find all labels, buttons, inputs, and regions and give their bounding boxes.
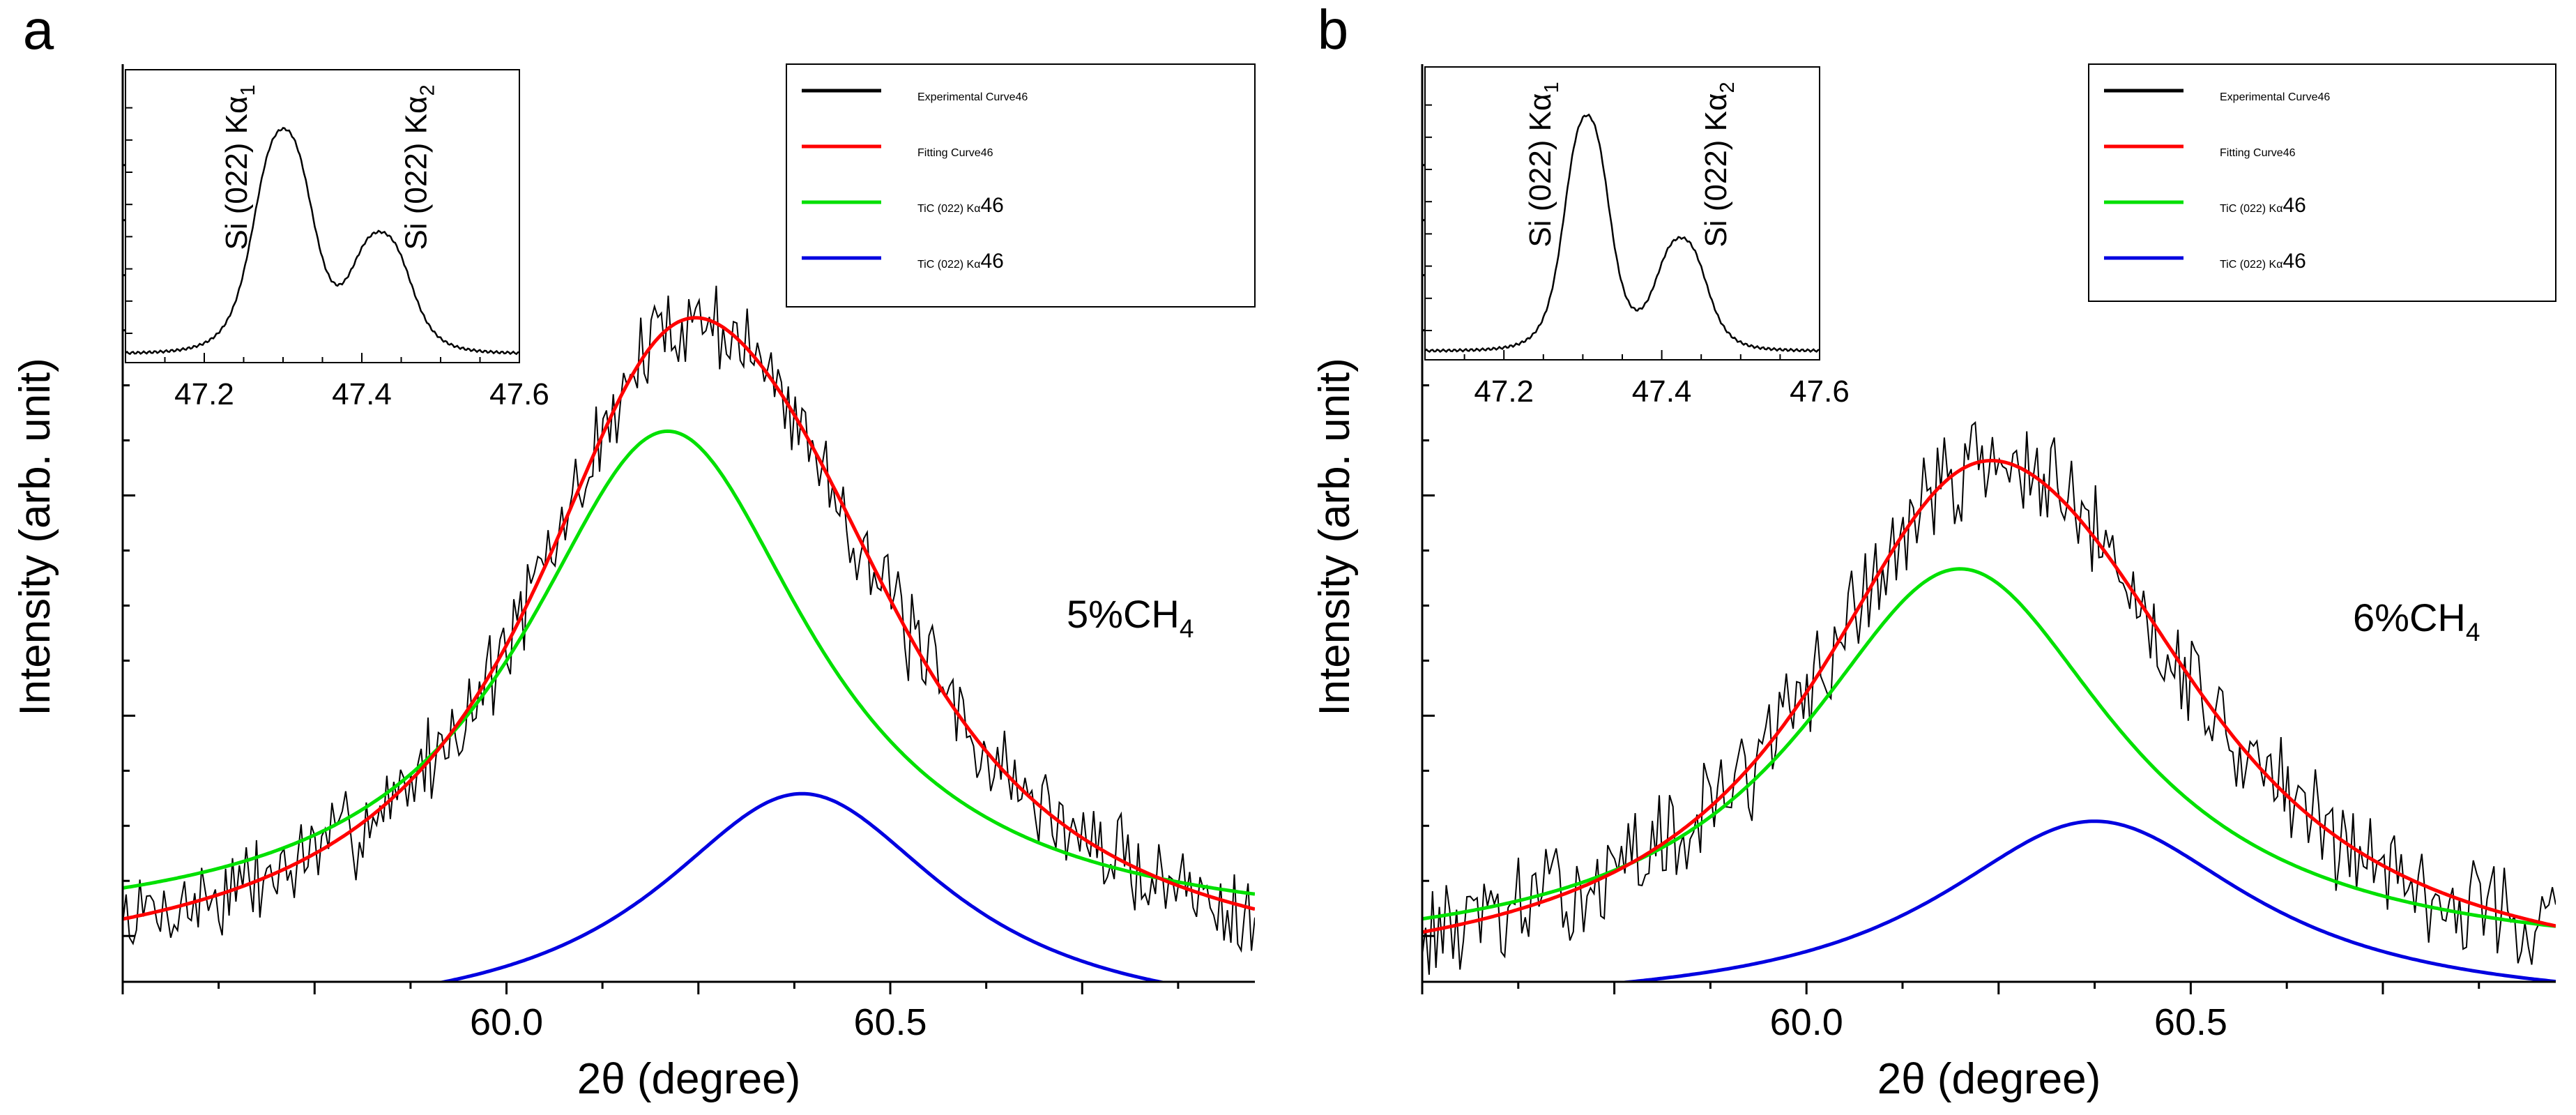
text: Fitting Curve46 — [2220, 147, 2296, 159]
x-tick-label: 60.5 — [2154, 1001, 2227, 1043]
x-tick-label: 60.0 — [470, 1001, 543, 1043]
inset-peak-label-subscript: 1 — [1541, 82, 1563, 93]
inset-peak-label-text: Si (022) Kα — [399, 96, 433, 250]
concentration-label-text: 6%CH — [2353, 596, 2466, 639]
inset-x-tick-label: 47.6 — [489, 377, 549, 411]
undefined-subscript: 46 — [2282, 250, 2306, 273]
inset-peak-label: Si (022) Kα2 — [399, 84, 439, 250]
undefined-subscript: 46 — [981, 147, 993, 159]
undefined-subscript: 46 — [2282, 194, 2306, 217]
experimental-curve — [1422, 420, 2556, 975]
concentration-label: 5%CH4 — [1067, 592, 1194, 643]
undefined-text: Fitting Curve — [917, 147, 981, 159]
undefined-subscript: 46 — [1016, 91, 1028, 103]
panel-label: a — [23, 0, 54, 61]
inset-peak-label: Si (022) Kα1 — [220, 84, 259, 250]
inset-x-tick-label: 47.4 — [332, 377, 392, 411]
x-axis-title: 2θ (degree) — [1877, 1055, 2101, 1103]
x-tick-label: 60.5 — [853, 1001, 927, 1043]
chart-panel-a: a 60.0 60.5 2θ (degree) Intensity (arb. unit… — [11, 0, 1256, 1103]
concentration-label-text: 5%CH — [1067, 592, 1180, 636]
fitting-curve — [123, 316, 1255, 921]
text: TiC (022) Kα46 — [917, 250, 1004, 273]
undefined-text: TiC (022) Kα — [917, 203, 980, 215]
undefined-subscript: 46 — [2318, 91, 2331, 103]
text: Experimental Curve46 — [2220, 91, 2330, 103]
undefined-text: TiC (022) Kα — [917, 259, 980, 271]
y-axis-title: Intensity (arb. unit) — [11, 358, 59, 715]
undefined-subscript: 46 — [2283, 147, 2296, 159]
chart-panel-b: b 60.0 60.5 2θ (degree) Intensity (arb. unit… — [1311, 0, 2556, 1103]
text: TiC (022) Kα46 — [2220, 250, 2306, 273]
inset-frame — [1424, 66, 1820, 361]
concentration-label: 6%CH4 — [2353, 596, 2480, 646]
inset-peak-label-subscript: 2 — [416, 84, 439, 96]
x-axis-title: 2θ (degree) — [577, 1055, 801, 1103]
inset-peak-label-text: Si (022) Kα — [1523, 93, 1557, 248]
inset-peak-label-text: Si (022) Kα — [220, 96, 254, 250]
inset-curve — [1424, 113, 1820, 354]
inset-x-tick-label: 47.6 — [1790, 374, 1850, 409]
inset-peak-label: Si (022) Kα1 — [1523, 82, 1563, 247]
undefined-text: Experimental Curve — [917, 91, 1016, 103]
undefined-text: Experimental Curve — [2220, 91, 2318, 103]
inset-peak-label-subscript: 1 — [237, 84, 259, 96]
inset-x-tick-label: 47.2 — [174, 377, 234, 411]
inset-peak-label-subscript: 2 — [1716, 82, 1739, 93]
inset-x-tick-label: 47.4 — [1632, 374, 1692, 409]
experimental-curve — [123, 285, 1255, 953]
inset-frame — [125, 69, 520, 363]
text: TiC (022) Kα46 — [2220, 194, 2306, 217]
undefined-subscript: 46 — [980, 194, 1003, 217]
fitting-curve — [1422, 458, 2556, 934]
kalpha2-curve — [435, 791, 1168, 982]
concentration-label-subscript: 4 — [1180, 614, 1194, 643]
inset-curve — [125, 126, 520, 356]
text: TiC (022) Kα46 — [917, 194, 1004, 217]
kalpha1-curve — [123, 429, 1255, 896]
legend-box — [786, 63, 1256, 308]
undefined-text: Fitting Curve — [2220, 147, 2283, 159]
kalpha2-curve — [1612, 819, 2556, 982]
y-axis-title: Intensity (arb. unit) — [1311, 358, 1359, 715]
panel-label: b — [1318, 0, 1349, 61]
inset-peak-label-text: Si (022) Kα — [1699, 93, 1733, 248]
concentration-label-subscript: 4 — [2466, 618, 2480, 646]
legend-box — [2088, 63, 2556, 302]
text: Fitting Curve46 — [917, 147, 993, 159]
x-tick-label: 60.0 — [1770, 1001, 1843, 1043]
text: Experimental Curve46 — [917, 91, 1028, 103]
inset-peak-label: Si (022) Kα2 — [1699, 82, 1739, 247]
undefined-subscript: 46 — [980, 250, 1003, 273]
inset-x-tick-label: 47.2 — [1474, 374, 1534, 409]
undefined-text: TiC (022) Kα — [2220, 203, 2282, 215]
undefined-text: TiC (022) Kα — [2220, 259, 2282, 271]
